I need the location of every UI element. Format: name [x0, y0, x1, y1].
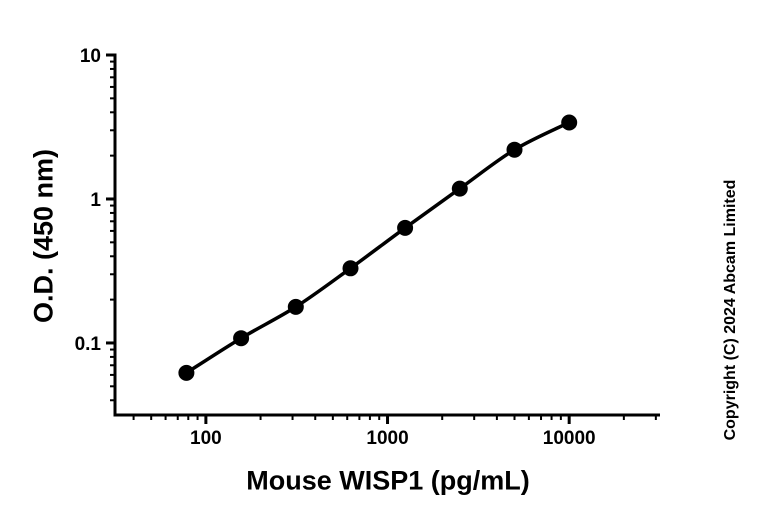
- data-point: [287, 298, 304, 315]
- data-point: [342, 260, 359, 277]
- x-tick-label: 10000: [543, 428, 596, 449]
- x-axis-title: Mouse WISP1 (pg/mL): [246, 465, 530, 496]
- data-point: [397, 219, 414, 236]
- data-point: [178, 364, 195, 381]
- y-tick-label: 10: [80, 46, 101, 67]
- data-point: [561, 114, 578, 131]
- x-tick-label: 100: [190, 428, 222, 449]
- y-tick-label: 1: [90, 190, 101, 211]
- axes-spine: [113, 53, 660, 417]
- data-point: [233, 330, 250, 347]
- x-tick-label: 1000: [366, 428, 408, 449]
- y-tick-label: 0.1: [75, 334, 102, 355]
- y-axis-title: O.D. (450 nm): [28, 148, 59, 324]
- data-point: [506, 141, 523, 158]
- data-point: [451, 180, 468, 197]
- copyright-text: Copyright (C) 2024 Abcam Limited: [722, 179, 739, 441]
